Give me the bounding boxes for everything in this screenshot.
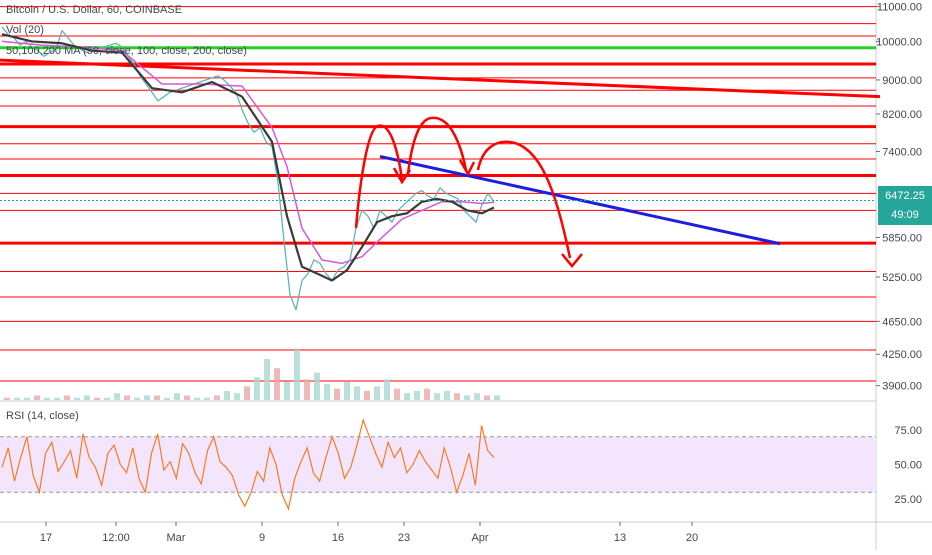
rsi-line (1, 418, 495, 511)
price-tick-label: 5850.00 (882, 232, 922, 244)
trend-line-0 (0, 58, 881, 99)
projection-arc-1 (406, 116, 468, 175)
volume-bar (424, 388, 430, 400)
price-tick-label: 11000.00 (877, 2, 922, 14)
volume-bar (344, 381, 350, 400)
price-tick-label: 5250.00 (882, 272, 922, 284)
volume-bar (114, 393, 120, 400)
volume-bar (284, 381, 290, 400)
volume-bar (414, 390, 420, 400)
price-tick-label: 8200.00 (882, 109, 922, 121)
rsi-tick-label: 25.00 (894, 494, 922, 506)
volume-bar (124, 395, 130, 400)
time-tick-label: 12:00 (102, 532, 130, 544)
volume-bar (174, 393, 180, 400)
volume-bar (354, 386, 360, 400)
price-tick-label: 10000.00 (876, 36, 922, 48)
volume-bar (4, 397, 10, 400)
time-tick-label: 20 (686, 532, 698, 544)
volume-bar (404, 393, 410, 400)
volume-bar (254, 377, 260, 400)
volume-bar (394, 388, 400, 400)
volume-bar (384, 379, 390, 400)
volume-bar (444, 390, 450, 400)
price-tick-label: 9000.00 (882, 75, 922, 87)
volume-bar (24, 397, 30, 400)
rsi-legend[interactable]: RSI (14, close) (6, 410, 79, 422)
volume-bar (194, 397, 200, 400)
time-tick-label: Apr (471, 532, 488, 544)
time-tick-label: 17 (40, 532, 52, 544)
price-tick-label: 4650.00 (882, 316, 922, 328)
volume-bar (374, 386, 380, 400)
volume-bar (324, 384, 330, 400)
volume-bar (144, 395, 150, 400)
volume-bar (314, 372, 320, 400)
rsi-tick-label: 50.00 (894, 459, 922, 471)
projection-arrowhead (392, 167, 412, 185)
volume-bar (454, 393, 460, 400)
ma-100-200-line (1, 40, 495, 265)
rsi-band (0, 436, 876, 493)
symbol-title[interactable]: Bitcoin / U.S. Dollar, 60, COINBASE (6, 4, 183, 16)
volume-bar (334, 388, 340, 400)
volume-bar (494, 395, 500, 400)
volume-bar (64, 395, 70, 400)
last-price-tag: 6472.25 (878, 186, 932, 206)
time-tick-label: Mar (167, 532, 186, 544)
volume-bar (484, 395, 490, 400)
volume-bar (464, 395, 470, 400)
price-tick-label: 4250.00 (882, 349, 922, 361)
volume-bar (34, 395, 40, 400)
volume-bar (54, 397, 60, 400)
volume-bar (164, 397, 170, 400)
projection-arc-2 (476, 140, 572, 259)
volume-bar (204, 397, 210, 400)
moving-average-legend[interactable]: 50,100,200 MA (50, close, 100, close, 20… (6, 45, 247, 57)
volume-bar (244, 386, 250, 400)
projection-arrowhead (458, 159, 476, 177)
time-tick-label: 23 (398, 532, 410, 544)
volume-bar (224, 390, 230, 400)
volume-bar (44, 397, 50, 400)
volume-bar (474, 393, 480, 400)
volume-bar (184, 395, 190, 400)
time-tick-label: 16 (332, 532, 344, 544)
volume-bar (214, 395, 220, 400)
volume-legend[interactable]: Vol (20) (6, 24, 44, 36)
volume-bar (14, 397, 20, 400)
volume-bar (364, 390, 370, 400)
volume-bar (134, 397, 140, 400)
price-tick-label: 3900.00 (882, 381, 922, 393)
ma-50-line (1, 33, 495, 282)
volume-bar (234, 393, 240, 400)
volume-bar (154, 395, 160, 400)
volume-bar (434, 393, 440, 400)
volume-bar (264, 359, 270, 400)
rsi-tick-label: 75.00 (894, 425, 922, 437)
time-tick-label: 13 (614, 532, 626, 544)
price-tick-label: 7400.00 (882, 147, 922, 159)
volume-bar (84, 395, 90, 400)
volume-bar (304, 379, 310, 400)
volume-bar (94, 397, 100, 400)
time-tick-label: 9 (259, 532, 265, 544)
projection-arrowhead (561, 253, 583, 268)
volume-bar (274, 368, 280, 400)
volume-bar (294, 350, 300, 400)
price-line (1, 26, 495, 311)
projection-arc-0 (354, 124, 404, 229)
volume-bar (74, 397, 80, 400)
countdown-tag: 49:09 (878, 205, 932, 225)
volume-bar (104, 397, 110, 400)
